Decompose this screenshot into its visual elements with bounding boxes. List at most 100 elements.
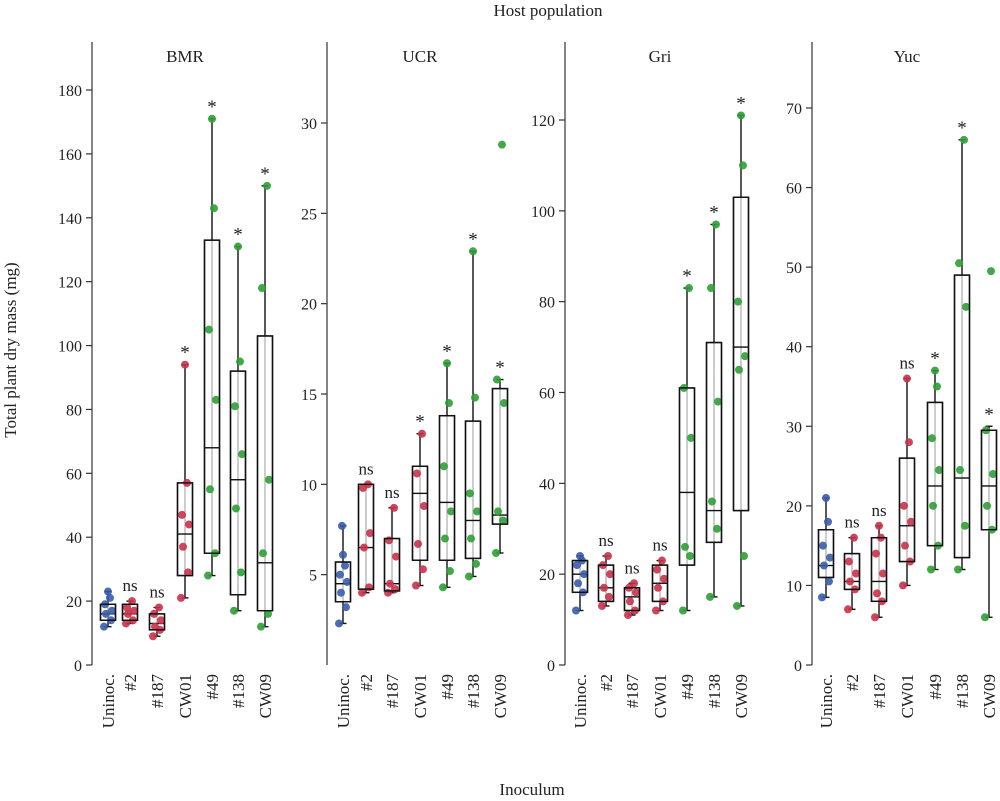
- box-outline: [678, 387, 696, 566]
- box-outline: [334, 561, 352, 603]
- data-point: [473, 507, 481, 516]
- category-label: #187: [383, 674, 402, 709]
- box-outline: [953, 274, 971, 559]
- data-point: [385, 536, 393, 545]
- box: [817, 529, 835, 579]
- category-label: CW09: [980, 674, 999, 718]
- y-tick-label: 50: [786, 260, 802, 277]
- box-outline: [491, 387, 509, 525]
- data-point: [185, 520, 193, 529]
- data-point: [106, 593, 114, 602]
- y-tick-label: 60: [786, 181, 802, 198]
- data-point: [624, 611, 632, 620]
- data-point: [360, 543, 368, 552]
- data-point: [928, 434, 936, 443]
- panel-title: BMR: [166, 47, 204, 66]
- category-label: CW09: [491, 674, 510, 718]
- data-point: [598, 601, 606, 610]
- y-tick-label: 25: [301, 206, 317, 223]
- data-point: [903, 374, 911, 383]
- data-point: [739, 161, 747, 170]
- data-point: [263, 181, 271, 190]
- panels: BMR020406080100120140160180Uninoc.ns#2ns…: [58, 42, 999, 728]
- data-point: [236, 357, 244, 366]
- data-point: [652, 606, 660, 615]
- data-point: [206, 485, 214, 494]
- y-tick-label: 20: [66, 594, 82, 611]
- box: [926, 401, 944, 547]
- data-point: [708, 497, 716, 506]
- data-point: [335, 619, 343, 628]
- data-point: [205, 325, 213, 334]
- data-point: [989, 470, 997, 479]
- box-outline: [256, 335, 274, 612]
- data-point: [872, 549, 880, 558]
- data-point: [258, 284, 266, 293]
- significance-label: *: [180, 343, 190, 364]
- box-outline: [898, 457, 916, 563]
- data-point: [572, 606, 580, 615]
- y-tick-label: 160: [58, 147, 82, 164]
- data-point: [471, 393, 479, 402]
- data-point: [358, 588, 366, 597]
- category-label: CW01: [411, 674, 430, 718]
- significance-label: ns: [844, 513, 859, 532]
- data-point: [413, 469, 421, 478]
- data-point: [238, 450, 246, 459]
- data-point: [234, 242, 242, 251]
- panel-title: UCR: [403, 47, 439, 66]
- box-outline: [843, 552, 861, 591]
- data-point: [714, 397, 722, 406]
- y-tick-label: 80: [539, 295, 555, 312]
- data-point: [826, 553, 834, 562]
- data-point: [600, 583, 608, 592]
- data-point: [149, 632, 157, 641]
- data-point: [960, 135, 968, 144]
- data-point: [576, 552, 584, 560]
- y-tick-label: 60: [539, 386, 555, 403]
- category-label: #2: [357, 674, 376, 691]
- y-tick-label: 100: [58, 339, 82, 356]
- data-point: [660, 574, 668, 583]
- y-tick-label: 70: [786, 101, 802, 118]
- data-point: [128, 597, 136, 606]
- panel-yuc: Yuc 0 10 20 30 40 50 60 70 Uninoc. ns #2 ns #187 ns CW0…: [786, 42, 999, 728]
- data-point: [108, 606, 116, 615]
- panel-title: Gri: [649, 47, 672, 66]
- significance-label: ns: [598, 531, 613, 550]
- data-point: [130, 606, 138, 615]
- data-point: [846, 577, 854, 586]
- category-label: #138: [464, 674, 483, 708]
- y-tick-label: 30: [301, 116, 317, 133]
- panel-gri: Gri 0 20 40 60 80 100 120 Uninoc. ns #2 ns #187 ns CW0…: [531, 42, 751, 728]
- significance-label: ns: [899, 354, 914, 373]
- box-outline: [411, 465, 429, 561]
- box-outline: [597, 564, 615, 603]
- box-outline: [383, 537, 401, 592]
- data-point: [472, 559, 480, 568]
- category-label: #49: [203, 674, 222, 700]
- data-point: [231, 402, 239, 411]
- category-label: #138: [705, 674, 724, 708]
- data-point: [265, 475, 273, 484]
- category-label: #49: [926, 674, 945, 700]
- y-tick-label: 30: [786, 419, 802, 436]
- category-label: CW09: [732, 674, 751, 718]
- data-point: [441, 534, 449, 543]
- data-point: [419, 565, 427, 574]
- data-point: [606, 570, 614, 579]
- data-point: [933, 382, 941, 391]
- data-point: [439, 583, 447, 592]
- box: [678, 387, 696, 566]
- y-tick-label: 40: [539, 476, 555, 493]
- data-point: [734, 297, 742, 306]
- data-point: [820, 561, 828, 570]
- data-point: [122, 619, 130, 628]
- box-outline: [623, 587, 641, 612]
- data-point: [658, 556, 666, 565]
- data-point: [685, 284, 693, 293]
- data-point: [366, 529, 374, 538]
- data-point: [342, 603, 350, 612]
- data-point: [208, 114, 216, 123]
- data-point: [178, 510, 186, 519]
